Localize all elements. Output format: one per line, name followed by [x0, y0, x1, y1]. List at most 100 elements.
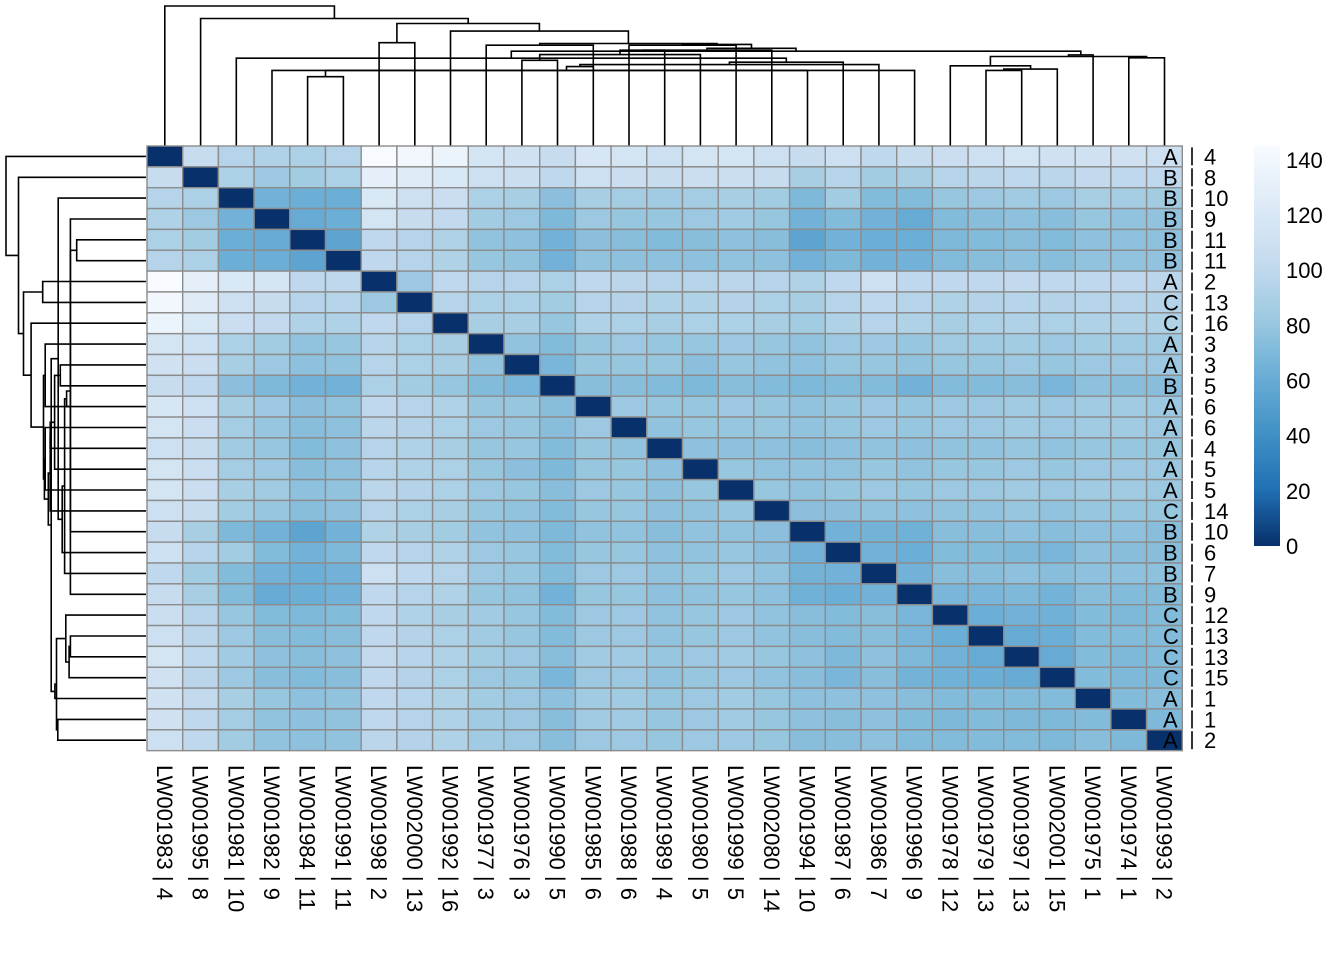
row-label-group: B — [1163, 582, 1178, 607]
column-dendrogram — [164, 5, 1166, 146]
heatmap-cell — [1074, 353, 1112, 377]
heatmap-cell — [860, 374, 898, 397]
heatmap-cell — [467, 562, 505, 585]
heatmap-cell — [717, 624, 755, 648]
row-dendrogram-branch — [55, 637, 66, 731]
column-dendrogram-branch — [1128, 57, 1166, 146]
heatmap-cell — [681, 332, 719, 356]
heatmap-cell — [967, 666, 1005, 689]
heatmap-cell — [431, 312, 470, 335]
heatmap-cells — [146, 145, 1183, 752]
heatmap-cell — [824, 291, 862, 314]
heatmap-cell — [217, 332, 255, 356]
heatmap-cell — [610, 604, 648, 627]
heatmap-cell — [396, 666, 434, 689]
heatmap-cell — [860, 541, 898, 564]
heatmap-cell — [610, 478, 648, 502]
heatmap-cell — [896, 541, 934, 564]
heatmap-cell — [681, 166, 719, 189]
heatmap-cell — [681, 228, 719, 251]
heatmap-cell — [503, 166, 541, 189]
heatmap-cell — [396, 687, 434, 710]
heatmap-cell — [610, 395, 648, 418]
heatmap-cell — [1110, 499, 1148, 523]
heatmap-cell — [1038, 166, 1076, 189]
heatmap-cell — [431, 687, 470, 710]
column-dendrogram-branch — [1003, 68, 1059, 146]
heatmap-cell — [1038, 353, 1076, 377]
column-label: LW001997 | 13 — [1009, 765, 1034, 912]
heatmap-cell — [503, 708, 541, 731]
heatmap-cell — [396, 249, 434, 272]
heatmap-cell — [753, 458, 791, 481]
heatmap-cell — [1074, 541, 1112, 564]
heatmap-cell — [431, 666, 470, 689]
heatmap-cell — [824, 312, 862, 335]
heatmap-cell — [681, 395, 719, 418]
heatmap-cell — [717, 416, 755, 439]
heatmap-cell — [717, 145, 755, 168]
heatmap-cell — [360, 645, 398, 668]
heatmap-cell — [753, 541, 791, 564]
row-dendrogram-branch — [44, 426, 146, 491]
heatmap-cell — [431, 478, 470, 502]
heatmap-cell — [253, 312, 291, 335]
column-label: LW001979 | 13 — [973, 765, 998, 912]
heatmap-cell — [360, 249, 398, 272]
heatmap-cell — [431, 499, 470, 523]
heatmap-cell — [967, 708, 1005, 731]
heatmap-cell — [1038, 332, 1076, 356]
heatmap-cell — [217, 541, 255, 564]
heatmap-cell — [1110, 353, 1148, 377]
heatmap-cell — [896, 520, 934, 543]
heatmap-cell — [253, 666, 291, 689]
heatmap-cell — [646, 312, 684, 335]
heatmap-cell — [396, 624, 434, 648]
heatmap-cell — [1038, 708, 1076, 731]
heatmap-cell — [574, 499, 612, 523]
row-label-value: 3 — [1204, 353, 1216, 378]
heatmap-cell — [253, 458, 291, 481]
heatmap-cell — [181, 604, 220, 627]
heatmap-cell — [467, 291, 505, 314]
heatmap-cell — [860, 145, 898, 168]
heatmap-cell — [1110, 207, 1148, 231]
heatmap-cell — [860, 624, 898, 648]
heatmap-cell — [467, 458, 505, 481]
column-labels: LW001983 | 4 LW001995 | 8 LW001981 | 10 LW0… — [152, 765, 1177, 912]
heatmap-cell — [1074, 374, 1112, 397]
heatmap-cell — [431, 520, 470, 543]
heatmap-cell — [967, 312, 1005, 335]
heatmap-cell — [896, 207, 934, 231]
heatmap-cell — [574, 687, 612, 710]
heatmap-cell — [181, 312, 220, 335]
heatmap-cell — [896, 312, 934, 335]
heatmap-cell — [1074, 520, 1112, 543]
row-label: C 15 — [1163, 666, 1228, 691]
heatmap-cell — [1038, 207, 1076, 231]
heatmap-cell — [753, 228, 791, 251]
heatmap-cell — [503, 291, 541, 314]
heatmap-cell — [467, 228, 505, 251]
row-dendrogram-branch — [5, 155, 146, 257]
heatmap-cell — [253, 520, 291, 543]
heatmap-cell — [646, 270, 684, 293]
legend-tick-label: 100 — [1286, 258, 1323, 283]
heatmap-cell — [146, 291, 184, 314]
heatmap-cell — [1074, 186, 1112, 210]
heatmap-cell — [681, 437, 719, 460]
heatmap-cell — [574, 270, 612, 293]
heatmap-cell — [181, 458, 220, 481]
heatmap-cell — [860, 583, 898, 606]
heatmap-cell — [1110, 562, 1148, 585]
column-dendrogram-branch — [1067, 54, 1094, 146]
heatmap-cell — [324, 541, 362, 564]
heatmap-cell — [896, 416, 934, 439]
heatmap-cell — [824, 687, 862, 710]
heatmap-cell — [181, 645, 220, 668]
heatmap-cell — [396, 166, 434, 189]
heatmap-cell — [396, 270, 434, 293]
heatmap-cell — [788, 687, 826, 710]
heatmap-cell — [1074, 332, 1112, 356]
row-label: B 11 — [1163, 249, 1227, 274]
